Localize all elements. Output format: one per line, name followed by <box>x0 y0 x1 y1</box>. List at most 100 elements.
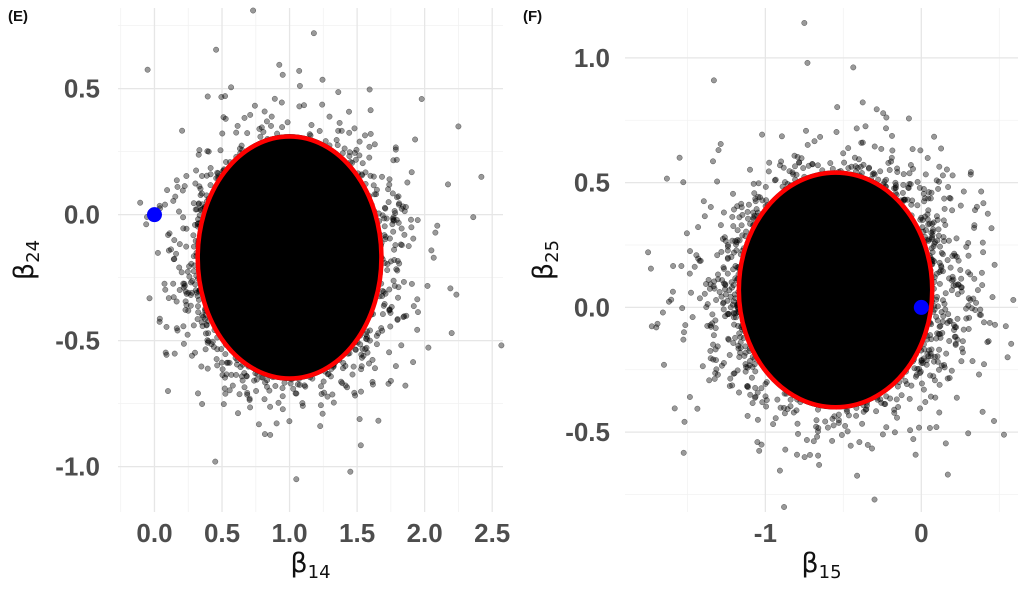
scatter-point <box>353 146 360 153</box>
scatter-point <box>350 363 357 370</box>
scatter-point <box>205 330 212 337</box>
scatter-point <box>279 393 286 400</box>
scatter-point <box>268 122 274 129</box>
scatter-point <box>183 243 190 250</box>
scatter-point <box>794 451 800 458</box>
scatter-point <box>278 99 285 106</box>
scatter-point <box>415 309 421 316</box>
scatter-point <box>390 277 397 284</box>
scatter-point <box>447 285 454 292</box>
scatter-point <box>358 388 364 395</box>
scatter-point <box>310 30 317 37</box>
scatter-point <box>357 442 364 449</box>
scatter-point <box>190 200 197 207</box>
scatter-point <box>222 351 229 358</box>
scatter-point <box>346 108 352 115</box>
scatter-point <box>241 384 248 391</box>
scatter-point <box>184 331 191 338</box>
scatter-point <box>385 186 392 193</box>
scatter-point <box>180 214 187 221</box>
scatter-point <box>392 144 399 151</box>
scatter-point <box>398 242 405 249</box>
scatter-point <box>306 131 313 138</box>
scatter-point <box>302 383 309 390</box>
scatter-point <box>395 284 402 291</box>
scatter-point <box>220 401 227 408</box>
scatter-point <box>372 365 378 372</box>
scatter-point <box>408 216 414 223</box>
scatter-point <box>391 257 398 263</box>
scatter-point <box>958 358 965 365</box>
scatter-point <box>264 377 271 384</box>
scatter-point <box>284 119 291 126</box>
scatter-point <box>385 199 392 206</box>
scatter-point <box>207 165 214 171</box>
scatter-point <box>261 431 268 438</box>
scatter-point <box>965 430 972 437</box>
scatter-point <box>412 136 419 143</box>
scatter-point <box>375 417 382 424</box>
scatter-point <box>171 350 178 357</box>
scatter-point <box>204 365 211 372</box>
scatter-point <box>428 247 435 254</box>
scatter-point <box>179 187 186 194</box>
scatter-point <box>251 377 258 384</box>
scatter-point <box>371 141 378 148</box>
scatter-point <box>219 366 226 373</box>
scatter-point <box>171 256 178 262</box>
scatter-point <box>137 199 144 206</box>
scatter-point <box>366 86 373 93</box>
scatter-point <box>992 321 998 328</box>
scatter-point <box>351 389 358 396</box>
scatter-point <box>379 311 386 318</box>
scatter-point <box>194 316 201 323</box>
scatter-point <box>386 306 393 313</box>
scatter-point <box>192 349 198 356</box>
scatter-point <box>338 378 345 385</box>
scatter-point <box>180 225 187 232</box>
scatter-point <box>244 389 251 396</box>
scatter-point <box>197 192 204 199</box>
scatter-point <box>264 383 270 390</box>
scatter-point <box>184 268 191 275</box>
scatter-point <box>979 239 986 246</box>
scatter-point <box>241 114 248 121</box>
scatter-point <box>329 391 336 398</box>
scatter-point <box>349 371 356 378</box>
scatter-point <box>296 82 303 89</box>
scatter-point <box>351 125 358 132</box>
scatter-point <box>389 190 396 197</box>
scatter-point <box>218 94 225 100</box>
scatter-point <box>189 352 195 359</box>
y-tick-label: -1.0 <box>55 452 100 482</box>
scatter-point <box>478 173 485 180</box>
scatter-point <box>891 409 898 416</box>
scatter-point <box>325 370 332 377</box>
scatter-point <box>256 125 263 132</box>
x-tick-label: 0.5 <box>204 518 240 548</box>
scatter-point <box>381 223 388 230</box>
scatter-point <box>165 232 172 238</box>
scatter-point <box>898 392 905 399</box>
scatter-point <box>199 173 205 179</box>
scatter-point <box>414 296 421 303</box>
scatter-point <box>954 315 961 322</box>
x-axis-title: β14 <box>290 548 330 583</box>
scatter-point <box>237 364 244 371</box>
scatter-point <box>681 329 687 336</box>
scatter-point <box>398 342 405 349</box>
scatter-point <box>358 351 365 358</box>
scatter-point <box>219 372 226 378</box>
scatter-point <box>178 269 185 276</box>
scatter-point <box>386 286 393 293</box>
scatter-point <box>340 365 346 372</box>
scatter-point <box>338 127 345 134</box>
scatter-point <box>292 390 299 397</box>
scatter-point <box>347 468 354 475</box>
scatter-point <box>162 286 169 293</box>
scatter-point <box>340 360 347 366</box>
scatter-point <box>318 391 325 397</box>
scatter-point <box>362 169 369 176</box>
scatter-point <box>393 216 400 223</box>
scatter-point <box>414 326 421 333</box>
